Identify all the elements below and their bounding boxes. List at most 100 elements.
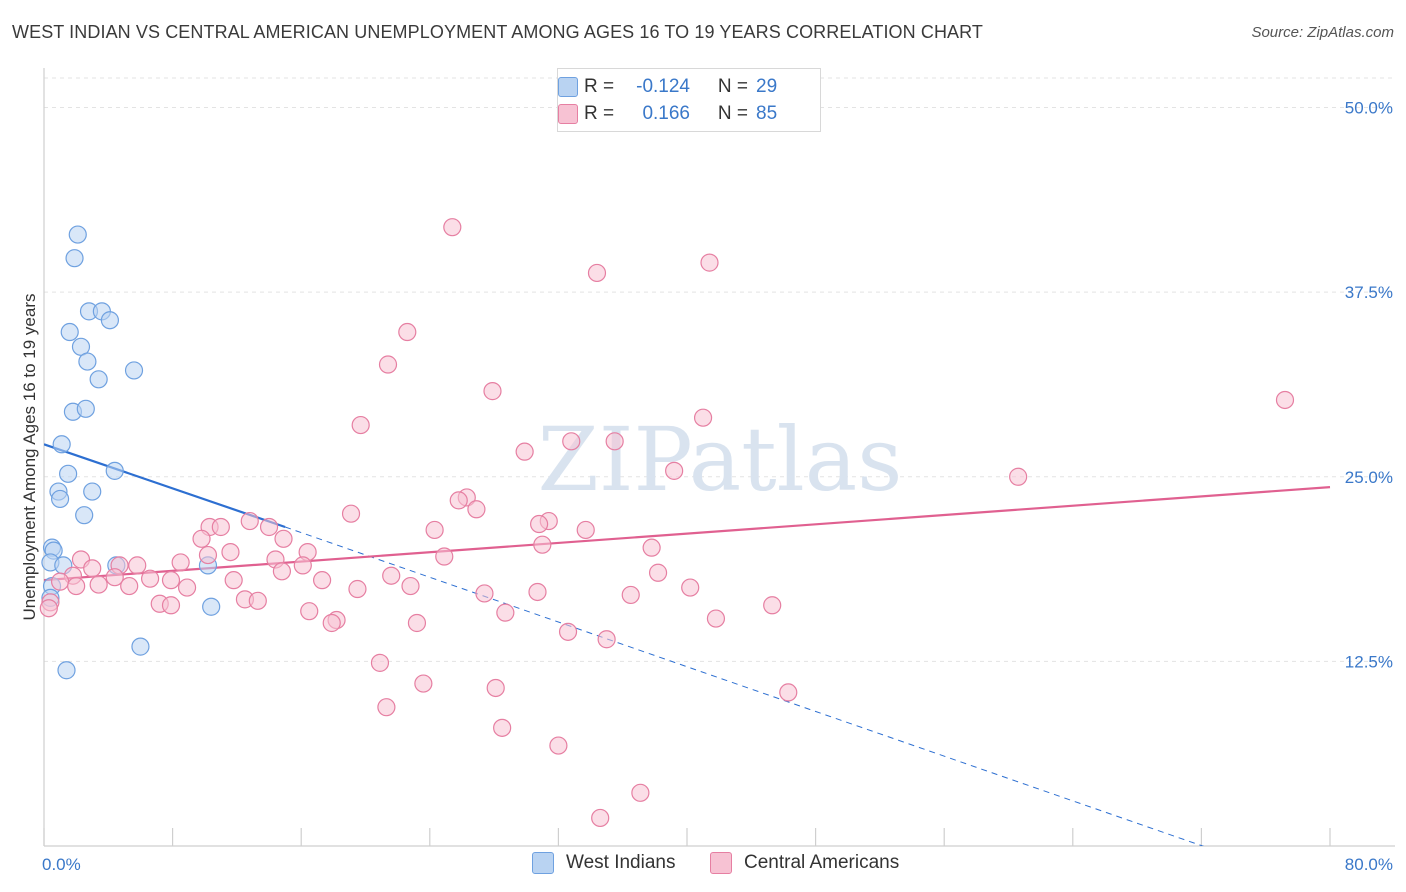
central-americans-point (401, 576, 420, 596)
west-indians-point (68, 225, 87, 244)
west-indians-point (78, 352, 97, 371)
west-indians-point (60, 322, 79, 342)
west-indians-trend-line (44, 443, 286, 529)
central-americans-point (483, 382, 502, 401)
y-axis-label: Unemployment Among Ages 16 to 19 years (20, 294, 39, 621)
central-americans-point (779, 683, 798, 702)
x-tick-label: 80.0% (1345, 855, 1393, 874)
central-americans-point (515, 442, 534, 461)
central-americans-point (549, 736, 568, 755)
central-americans-point (407, 613, 427, 633)
central-americans-point (192, 529, 211, 548)
legend-row-central-americans: R = 0.166 N = 85 (558, 101, 777, 127)
central-americans-point (39, 599, 58, 618)
west-indians-point (76, 399, 95, 418)
central-americans-point (211, 517, 230, 537)
central-americans-point (631, 783, 650, 802)
central-americans-point (312, 571, 332, 590)
central-americans-point (83, 559, 102, 578)
west-indians-point (105, 461, 124, 480)
central-americans-point (486, 678, 505, 698)
central-americans-point (348, 579, 367, 599)
central-americans-point (576, 520, 595, 540)
series-swatch-west-indians (532, 852, 554, 874)
central-americans-point (161, 571, 181, 590)
central-americans-point (475, 584, 494, 603)
central-americans-point (587, 263, 607, 283)
central-americans-point (89, 575, 108, 594)
central-americans-point (493, 718, 512, 737)
central-americans-point (171, 553, 190, 572)
central-americans-point (378, 355, 398, 374)
gridlines (44, 77, 1395, 662)
series-legend-central-americans: Central Americans (710, 852, 899, 874)
west-indians-point (57, 661, 76, 680)
central-americans-point (120, 576, 139, 596)
central-americans-point (322, 613, 341, 633)
data-points (39, 218, 1295, 828)
legend-r-label: R = (584, 76, 615, 97)
central-americans-point (562, 432, 581, 451)
legend-n-label: N = (717, 103, 748, 124)
series-label-central-americans: Central Americans (744, 852, 900, 873)
central-americans-point (382, 566, 401, 585)
series-swatch-central-americans (710, 852, 732, 874)
west-indians-point (83, 482, 102, 501)
central-americans-point (763, 596, 782, 615)
central-americans-point (300, 602, 319, 621)
central-americans-point (224, 571, 243, 590)
central-americans-point (341, 504, 361, 523)
axes (43, 68, 1395, 847)
series-legend-west-indians: West Indians (532, 852, 675, 874)
central-americans-point (533, 535, 552, 554)
central-americans-point (50, 572, 70, 591)
central-americans-point (496, 603, 515, 622)
central-americans-point (706, 609, 726, 628)
west-indians-point (124, 361, 144, 380)
watermark: ZIPatlas (538, 408, 903, 511)
central-americans-point (221, 542, 240, 562)
chart-title: WEST INDIAN VS CENTRAL AMERICAN UNEMPLOY… (12, 22, 984, 42)
central-americans-point (648, 563, 668, 582)
west-indians-point (50, 489, 70, 509)
central-americans-point (105, 568, 124, 587)
central-americans-point (240, 511, 259, 531)
west-indians-point (100, 311, 120, 330)
central-americans-point (414, 674, 433, 693)
central-americans-point (591, 808, 610, 828)
legend-n-label: N = (717, 76, 748, 97)
central-americans-point (665, 461, 684, 480)
central-americans-point (370, 653, 390, 672)
central-americans-trend-line (44, 486, 1331, 582)
west-indians-point (89, 370, 108, 389)
central-americans-point (177, 578, 197, 597)
west-indians-point (202, 597, 221, 616)
central-americans-point (681, 578, 700, 597)
central-americans-point (558, 622, 578, 641)
central-americans-point (248, 591, 267, 610)
west-indians-trend-extension (284, 526, 1205, 846)
central-americans-point (198, 545, 218, 565)
west-indians-point (75, 506, 94, 525)
central-americans-point (700, 253, 719, 272)
y-tick-label: 12.5% (1345, 652, 1393, 671)
chart-source: Source: ZipAtlas.com (1251, 24, 1394, 41)
legend-r-value: 0.166 (642, 103, 690, 124)
legend-swatch-central-americans (558, 104, 578, 124)
central-americans-point (528, 582, 547, 602)
central-americans-point (693, 408, 713, 427)
trend-lines (44, 443, 1331, 846)
central-americans-point (259, 517, 279, 537)
central-americans-point (272, 562, 292, 581)
central-americans-point (293, 556, 312, 575)
central-americans-point (642, 538, 661, 557)
y-tick-label: 50.0% (1345, 99, 1393, 118)
central-americans-point (597, 630, 616, 649)
west-indians-point (65, 249, 84, 268)
legend-r-label: R = (584, 103, 615, 124)
central-americans-point (435, 547, 454, 566)
central-americans-point (621, 585, 640, 605)
central-americans-point (274, 529, 293, 548)
tick-labels: 12.5% 25.0% 37.5% 50.0% 0.0% 80.0% (42, 99, 1393, 874)
